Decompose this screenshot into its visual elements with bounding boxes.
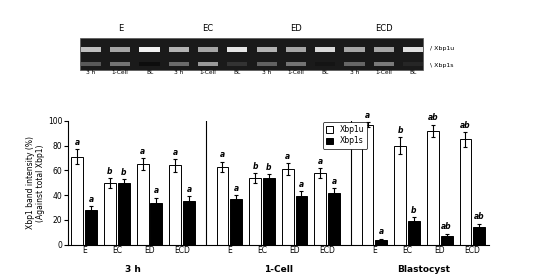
- FancyBboxPatch shape: [169, 47, 189, 53]
- Bar: [230, 199, 242, 245]
- Bar: [217, 167, 229, 245]
- Text: BL: BL: [321, 70, 329, 75]
- FancyBboxPatch shape: [110, 62, 130, 66]
- Bar: [328, 193, 340, 245]
- Bar: [394, 145, 406, 245]
- Bar: [441, 236, 452, 245]
- Bar: [295, 196, 307, 245]
- Bar: [314, 173, 326, 245]
- Text: 3 h: 3 h: [350, 70, 359, 75]
- Text: BL: BL: [233, 70, 241, 75]
- Bar: [118, 183, 130, 245]
- Text: 1-Cell: 1-Cell: [200, 70, 217, 75]
- Text: ab: ab: [427, 113, 438, 122]
- FancyBboxPatch shape: [80, 38, 424, 70]
- Text: ab: ab: [441, 222, 452, 231]
- FancyBboxPatch shape: [374, 62, 394, 66]
- Text: a: a: [365, 111, 370, 120]
- Text: EC: EC: [203, 24, 213, 32]
- Text: 3 h: 3 h: [174, 70, 184, 75]
- Bar: [459, 139, 471, 245]
- Text: 1-Cell: 1-Cell: [287, 70, 304, 75]
- Text: a: a: [332, 177, 337, 186]
- Text: b: b: [411, 206, 416, 215]
- Text: 3 h: 3 h: [125, 265, 141, 274]
- Bar: [263, 178, 275, 245]
- Text: 1-Cell: 1-Cell: [264, 265, 293, 274]
- FancyBboxPatch shape: [403, 47, 423, 53]
- Text: b: b: [107, 167, 113, 176]
- FancyBboxPatch shape: [198, 47, 218, 53]
- Text: a: a: [318, 157, 323, 166]
- FancyBboxPatch shape: [140, 47, 160, 53]
- Text: b: b: [397, 126, 403, 135]
- Bar: [104, 183, 116, 245]
- Bar: [249, 178, 261, 245]
- Text: ECD: ECD: [375, 24, 393, 32]
- Text: a: a: [233, 184, 239, 193]
- Text: a: a: [285, 152, 291, 161]
- FancyBboxPatch shape: [374, 47, 394, 53]
- Text: a: a: [154, 186, 159, 196]
- Text: E: E: [118, 24, 123, 32]
- FancyBboxPatch shape: [169, 62, 189, 66]
- FancyBboxPatch shape: [228, 62, 248, 66]
- Bar: [282, 169, 294, 245]
- FancyBboxPatch shape: [110, 47, 130, 53]
- Bar: [137, 164, 148, 245]
- Bar: [375, 240, 387, 245]
- Bar: [72, 157, 83, 245]
- Bar: [362, 125, 374, 245]
- FancyBboxPatch shape: [81, 62, 101, 66]
- Legend: Xbp1u, Xbp1s: Xbp1u, Xbp1s: [323, 122, 367, 149]
- Text: b: b: [121, 168, 127, 177]
- Bar: [183, 201, 195, 245]
- Text: 3 h: 3 h: [262, 70, 272, 75]
- Text: a: a: [299, 180, 304, 189]
- Text: a: a: [75, 138, 80, 147]
- Text: 1-Cell: 1-Cell: [375, 70, 392, 75]
- Bar: [427, 131, 439, 245]
- FancyBboxPatch shape: [256, 62, 277, 66]
- Text: 1-Cell: 1-Cell: [112, 70, 129, 75]
- FancyBboxPatch shape: [286, 47, 306, 53]
- FancyBboxPatch shape: [315, 62, 335, 66]
- Text: \ Xbp1s: \ Xbp1s: [430, 63, 453, 68]
- Text: / Xbp1u: / Xbp1u: [430, 46, 454, 51]
- Text: BL: BL: [409, 70, 416, 75]
- FancyBboxPatch shape: [403, 62, 423, 66]
- Text: Blastocyst: Blastocyst: [397, 265, 450, 274]
- Y-axis label: Xbp1 band intensity (%)
(Against total Xbp1): Xbp1 band intensity (%) (Against total X…: [26, 136, 45, 229]
- Text: ED: ED: [290, 24, 302, 32]
- FancyBboxPatch shape: [286, 62, 306, 66]
- Bar: [150, 203, 162, 245]
- Text: a: a: [89, 195, 93, 204]
- Bar: [473, 227, 485, 245]
- FancyBboxPatch shape: [140, 62, 160, 66]
- Bar: [408, 221, 420, 245]
- Bar: [85, 210, 97, 245]
- Text: a: a: [140, 147, 145, 156]
- Bar: [169, 166, 181, 245]
- FancyBboxPatch shape: [256, 47, 277, 53]
- FancyBboxPatch shape: [315, 47, 335, 53]
- Text: a: a: [220, 150, 225, 160]
- Text: a: a: [173, 148, 178, 157]
- Text: a: a: [186, 185, 192, 194]
- Text: 3 h: 3 h: [86, 70, 96, 75]
- Text: a: a: [379, 227, 384, 236]
- FancyBboxPatch shape: [344, 62, 364, 66]
- FancyBboxPatch shape: [344, 47, 364, 53]
- Text: b: b: [266, 163, 272, 172]
- Text: ab: ab: [474, 213, 484, 221]
- Text: ab: ab: [460, 121, 471, 130]
- FancyBboxPatch shape: [198, 62, 218, 66]
- Text: BL: BL: [146, 70, 153, 75]
- Text: b: b: [252, 162, 258, 170]
- FancyBboxPatch shape: [228, 47, 248, 53]
- FancyBboxPatch shape: [81, 47, 101, 53]
